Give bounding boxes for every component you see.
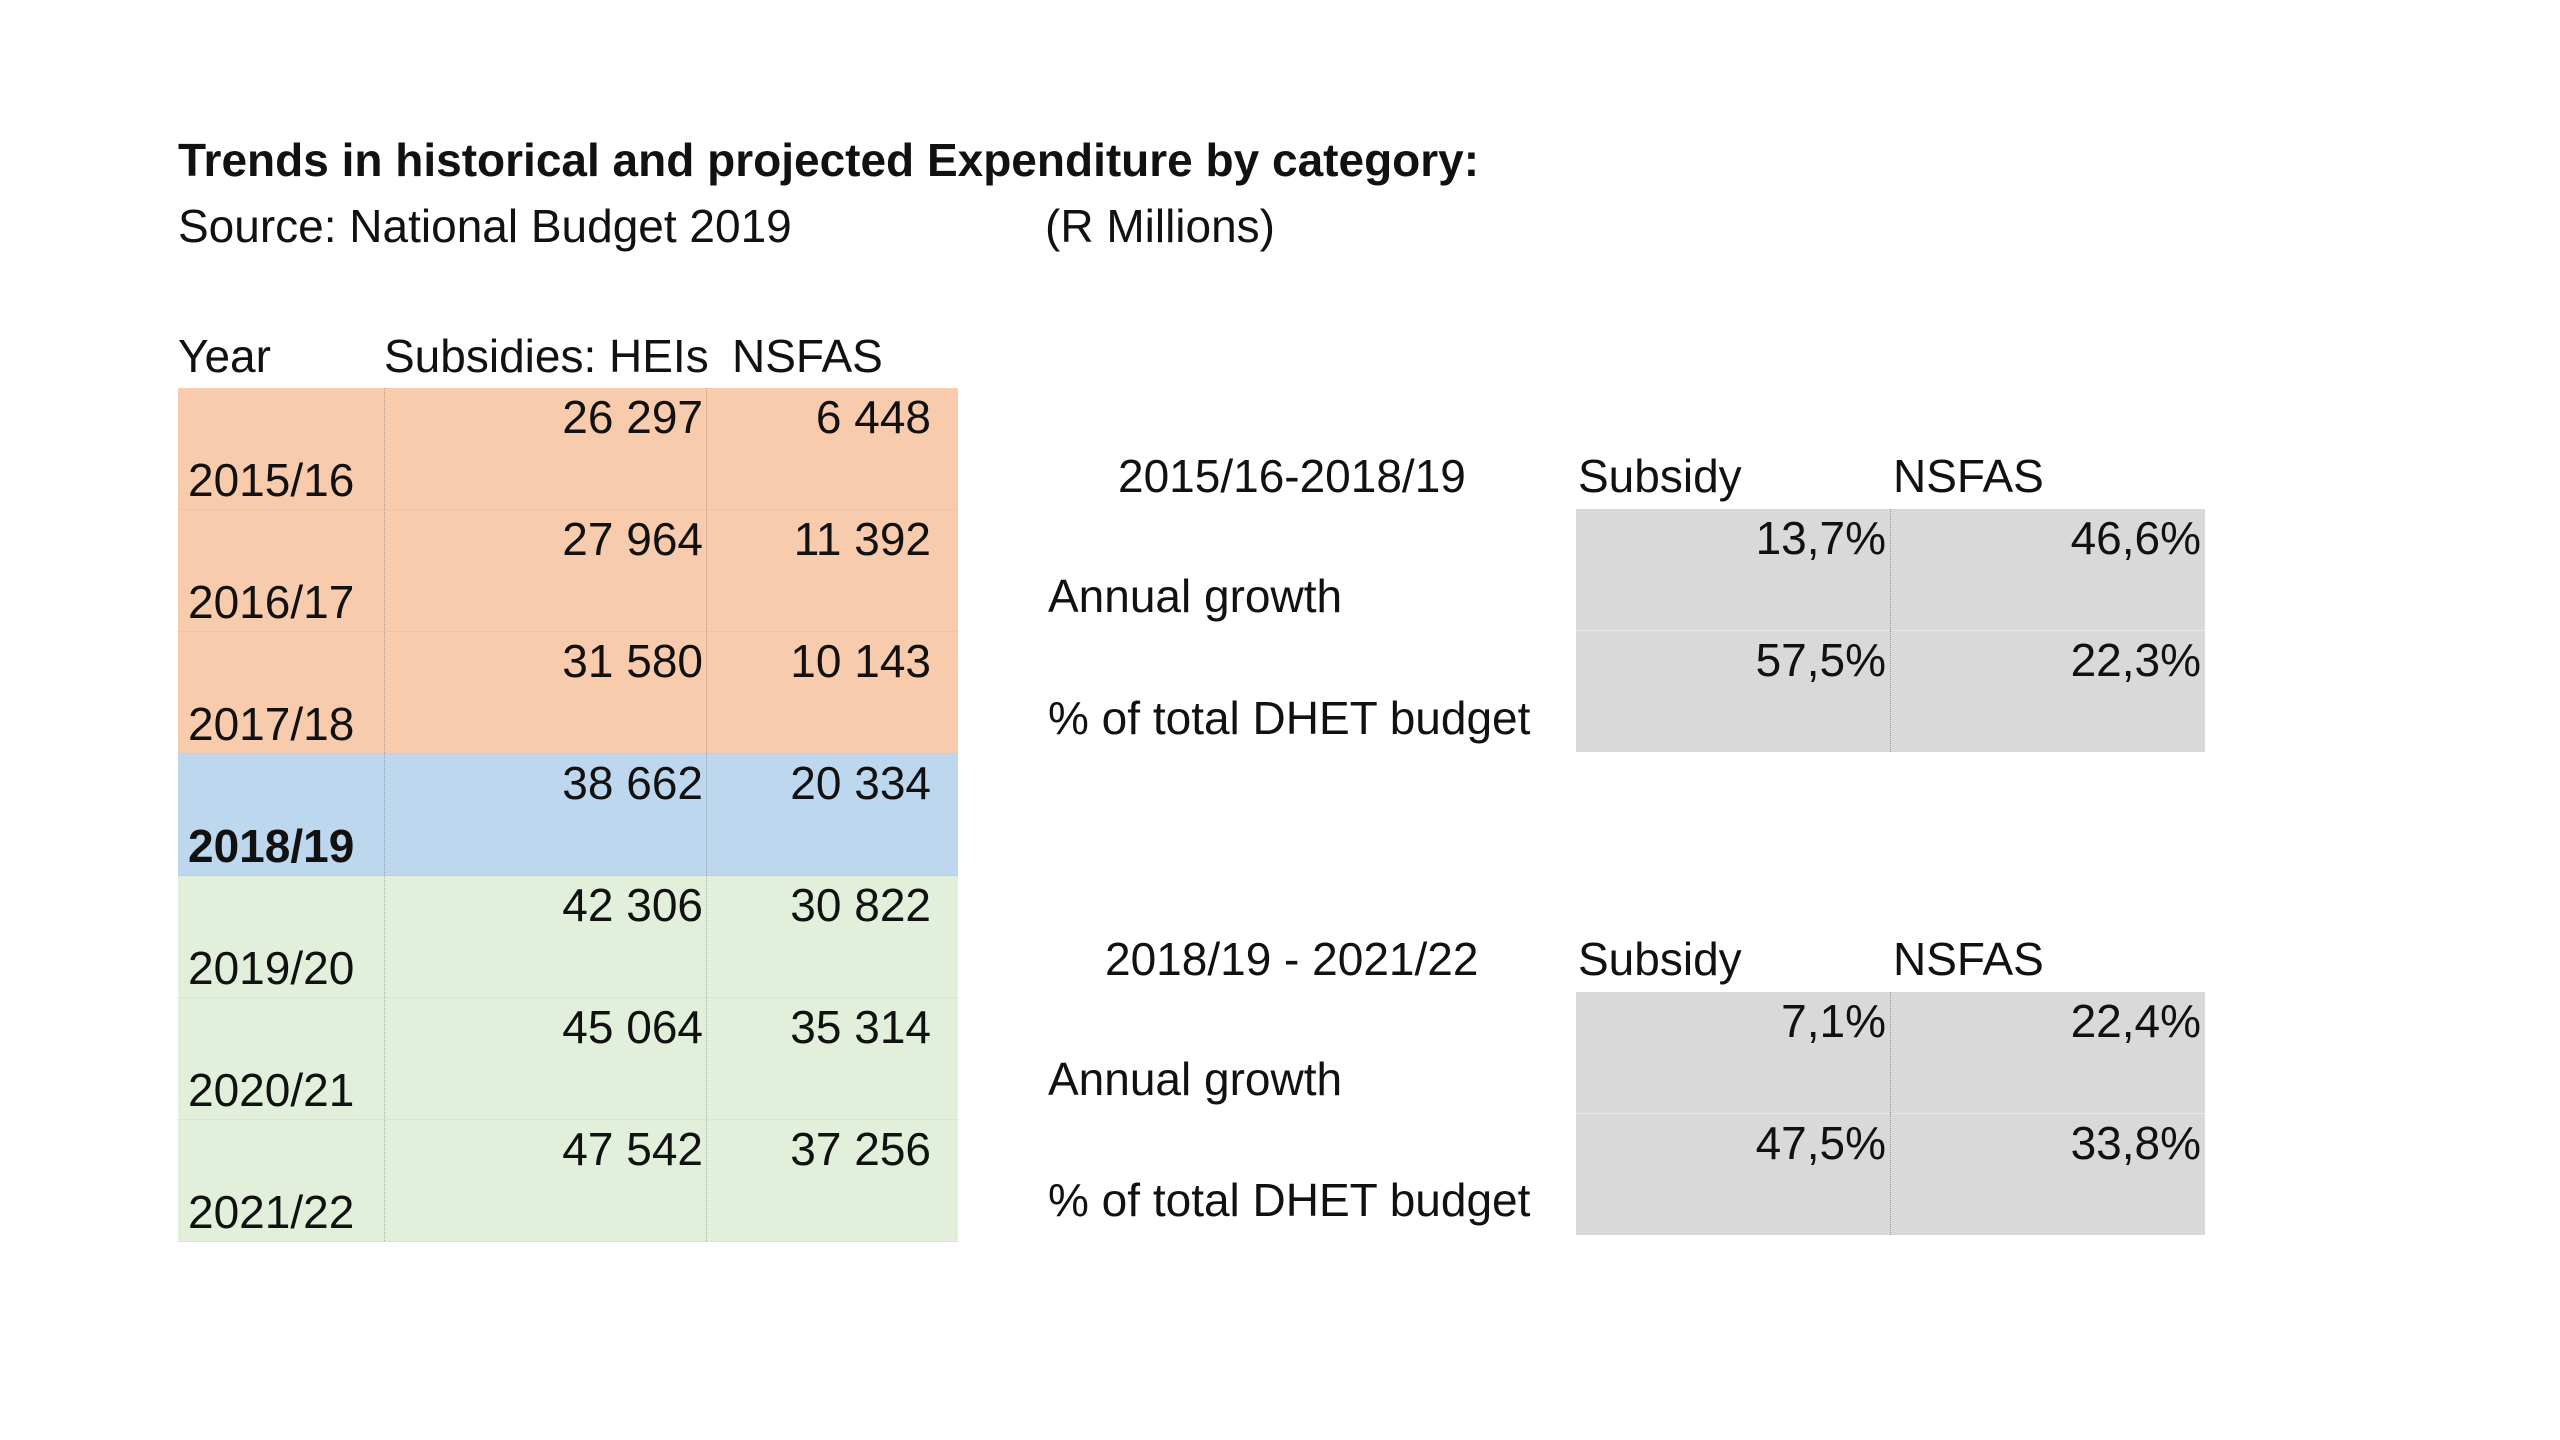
- nsfas-cell: 10 143: [706, 632, 935, 753]
- subsidies-cell: 31 580: [384, 632, 707, 753]
- nsfas-value: 20 334: [790, 757, 931, 809]
- summary-cell: 22,3%: [1890, 630, 2205, 752]
- year-cell: 2015/16: [178, 388, 384, 509]
- nsfas-cell: 37 256: [706, 1120, 935, 1241]
- summary-value: 46,6%: [2070, 512, 2201, 564]
- subsidies-value: 42 306: [562, 879, 703, 931]
- nsfas-value: 37 256: [790, 1123, 931, 1175]
- summary-row-label: % of total DHET budget: [1048, 692, 1531, 744]
- summary-cell: 7,1%: [1576, 992, 1890, 1113]
- year-cell: 2018/19: [178, 754, 384, 875]
- subsidies-cell: 26 297: [384, 388, 707, 509]
- subsidies-cell: 27 964: [384, 510, 707, 631]
- summary-value: 13,7%: [1755, 512, 1886, 564]
- summary-header-subsidy-1: Subsidy: [1578, 450, 1742, 502]
- summary-value: 7,1%: [1781, 995, 1886, 1047]
- year-cell: 2021/22: [178, 1120, 384, 1241]
- page-title: Trends in historical and projected Expen…: [178, 134, 1480, 186]
- subsidies-value: 47 542: [562, 1123, 703, 1175]
- year-cell: 2016/17: [178, 510, 384, 631]
- nsfas-value: 6 448: [815, 391, 931, 443]
- nsfas-cell: 20 334: [706, 754, 935, 875]
- year-cell: 2019/20: [178, 876, 384, 997]
- summary-cell: 13,7%: [1576, 509, 1890, 630]
- table-row: 2020/21 45 064 35 314: [178, 998, 958, 1120]
- table-row: 2018/19 38 662 20 334: [178, 754, 958, 876]
- header-year: Year: [178, 330, 271, 382]
- expenditure-table: 2015/16 26 297 6 448 2016/17 27 964 11 3…: [178, 388, 958, 1242]
- summary-header-nsfas-2: NSFAS: [1893, 933, 2044, 985]
- year-cell: 2020/21: [178, 998, 384, 1119]
- nsfas-value: 11 392: [793, 513, 931, 565]
- year-value: 2015/16: [188, 454, 355, 506]
- nsfas-value: 10 143: [790, 635, 931, 687]
- nsfas-value: 30 822: [790, 879, 931, 931]
- year-cell: 2017/18: [178, 632, 384, 753]
- nsfas-cell: 30 822: [706, 876, 935, 997]
- nsfas-cell: 35 314: [706, 998, 935, 1119]
- summary-value: 22,3%: [2070, 634, 2201, 686]
- summary-value: 47,5%: [1755, 1117, 1886, 1169]
- summary-value: 33,8%: [2070, 1117, 2201, 1169]
- year-value: 2021/22: [188, 1186, 355, 1238]
- summary-header-subsidy-2: Subsidy: [1578, 933, 1742, 985]
- nsfas-value: 35 314: [790, 1001, 931, 1053]
- table-row: 2017/18 31 580 10 143: [178, 632, 958, 754]
- summary-cell: 33,8%: [1890, 1113, 2205, 1235]
- summary-period-1: 2015/16-2018/19: [1118, 450, 1466, 502]
- summary-cell: 47,5%: [1576, 1113, 1890, 1235]
- year-value: 2020/21: [188, 1064, 355, 1116]
- table-row: 2015/16 26 297 6 448: [178, 388, 958, 510]
- summary-period-2: 2018/19 - 2021/22: [1105, 933, 1479, 985]
- year-value: 2016/17: [188, 576, 355, 628]
- summary-cell: 57,5%: [1576, 630, 1890, 752]
- header-subsidies: Subsidies: HEIs: [384, 330, 709, 382]
- summary-row-label: Annual growth: [1048, 570, 1343, 622]
- summary-value: 22,4%: [2070, 995, 2201, 1047]
- header-nsfas: NSFAS: [732, 330, 883, 382]
- subsidies-value: 27 964: [562, 513, 703, 565]
- subsidies-cell: 47 542: [384, 1120, 707, 1241]
- nsfas-cell: 11 392: [706, 510, 935, 631]
- subsidies-cell: 42 306: [384, 876, 707, 997]
- year-value: 2019/20: [188, 942, 355, 994]
- summary-header-nsfas-1: NSFAS: [1893, 450, 2044, 502]
- summary-row-label: % of total DHET budget: [1048, 1174, 1531, 1226]
- table-row: 2016/17 27 964 11 392: [178, 510, 958, 632]
- year-value: 2017/18: [188, 698, 355, 750]
- subsidies-value: 38 662: [562, 757, 703, 809]
- table-row: 2019/20 42 306 30 822: [178, 876, 958, 998]
- subsidies-value: 45 064: [562, 1001, 703, 1053]
- subsidies-cell: 45 064: [384, 998, 707, 1119]
- subsidies-cell: 38 662: [384, 754, 707, 875]
- nsfas-cell: 6 448: [706, 388, 935, 509]
- subsidies-value: 26 297: [562, 391, 703, 443]
- summary-row-label: Annual growth: [1048, 1053, 1343, 1105]
- summary-cell: 22,4%: [1890, 992, 2205, 1113]
- summary-value: 57,5%: [1755, 634, 1886, 686]
- units-label: (R Millions): [1045, 200, 1275, 252]
- table-row: 2021/22 47 542 37 256: [178, 1120, 958, 1242]
- year-value: 2018/19: [188, 820, 355, 872]
- subsidies-value: 31 580: [562, 635, 703, 687]
- summary-cell: 46,6%: [1890, 509, 2205, 630]
- source-label: Source: National Budget 2019: [178, 200, 792, 252]
